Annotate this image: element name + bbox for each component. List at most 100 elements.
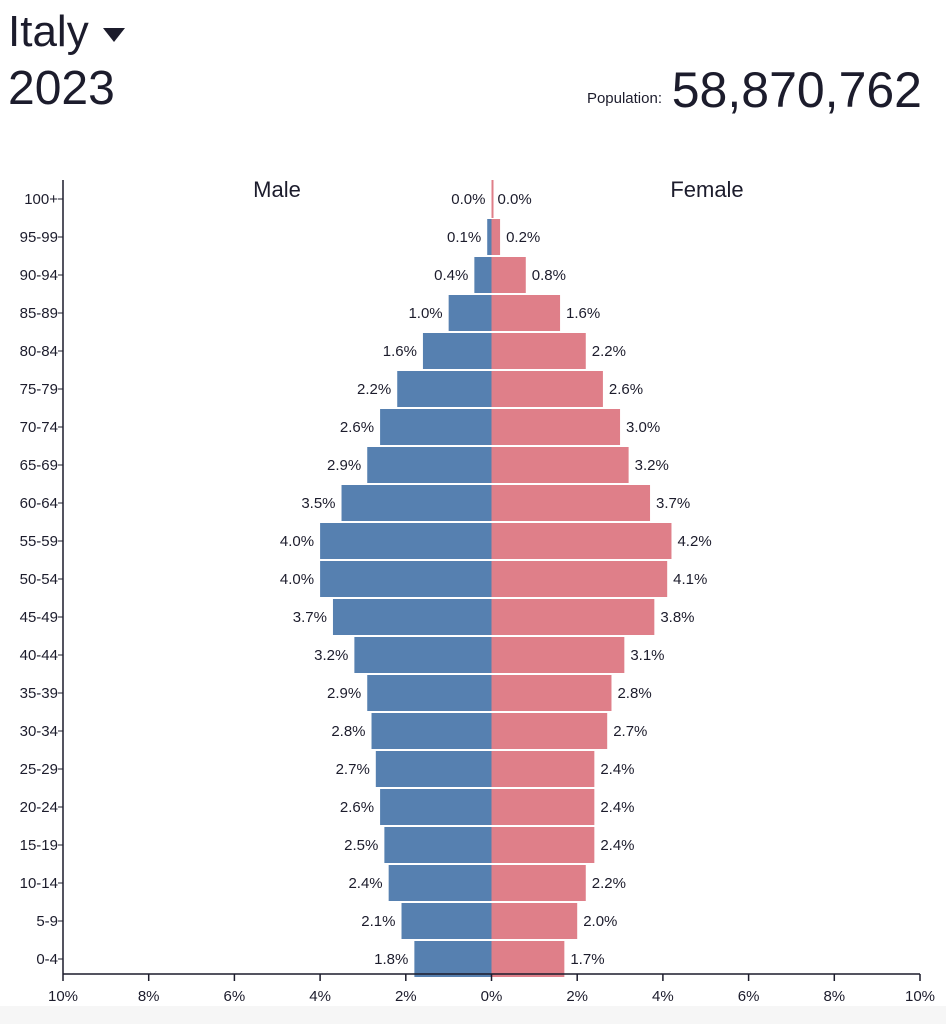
- x-tick-label: 6%: [738, 988, 760, 1005]
- category-label: 40-44: [20, 647, 58, 664]
- data-label-female: 3.7%: [656, 495, 690, 512]
- data-label-female: 3.1%: [630, 647, 664, 664]
- data-label-male: 2.2%: [357, 381, 391, 398]
- bar-male: [401, 903, 492, 939]
- category-label: 20-24: [20, 799, 58, 816]
- bar-male: [414, 941, 492, 977]
- bar-male: [384, 827, 492, 863]
- country-name[interactable]: Italy: [8, 7, 89, 56]
- category-label: 75-79: [20, 381, 58, 398]
- data-label-male: 2.6%: [340, 419, 374, 436]
- data-label-female: 0.2%: [506, 229, 540, 246]
- bar-female: [491, 713, 608, 749]
- data-label-male: 2.8%: [331, 723, 365, 740]
- bar-female: [491, 219, 501, 255]
- bar-female: [491, 789, 595, 825]
- bar-male: [397, 371, 492, 407]
- bar-male: [375, 751, 492, 787]
- x-tick-label: 4%: [652, 988, 674, 1005]
- data-label-female: 2.4%: [600, 799, 634, 816]
- bar-male: [371, 713, 492, 749]
- data-label-female: 2.4%: [600, 837, 634, 854]
- category-label: 50-54: [20, 571, 58, 588]
- data-label-male: 1.6%: [383, 343, 417, 360]
- bar-male: [341, 485, 492, 521]
- bar-male: [367, 675, 492, 711]
- category-label: 60-64: [20, 495, 58, 512]
- population-label: Population:: [586, 90, 662, 107]
- category-label: 80-84: [20, 343, 58, 360]
- category-label: 0-4: [36, 951, 58, 968]
- data-label-male: 2.1%: [361, 913, 395, 930]
- bar-male: [448, 295, 492, 331]
- bar-female: [491, 561, 668, 597]
- data-label-male: 2.7%: [336, 761, 370, 778]
- data-label-male: 2.4%: [348, 875, 382, 892]
- category-label: 35-39: [20, 685, 58, 702]
- data-label-female: 2.2%: [592, 343, 626, 360]
- data-label-female: 2.4%: [600, 761, 634, 778]
- bar-female: [491, 827, 595, 863]
- footer-strip: [0, 1006, 946, 1024]
- x-tick-label: 10%: [48, 988, 78, 1005]
- caret-down-icon[interactable]: [102, 28, 125, 42]
- bar-male: [380, 409, 492, 445]
- category-label: 30-34: [20, 723, 58, 740]
- category-label: 70-74: [20, 419, 58, 436]
- bar-female: [491, 675, 612, 711]
- category-label: 10-14: [20, 875, 58, 892]
- x-tick-label: 6%: [224, 988, 246, 1005]
- data-label-male: 2.6%: [340, 799, 374, 816]
- bar-female: [491, 751, 595, 787]
- data-label-female: 1.7%: [570, 951, 604, 968]
- data-label-female: 0.0%: [498, 191, 532, 208]
- data-label-male: 4.0%: [280, 571, 314, 588]
- population-pyramid-chart: Male Female 0.0% 0.0% 100+ 0.1% 0.2% 95-99 0.4% 0…: [20, 177, 935, 1005]
- x-tick-label: 8%: [138, 988, 160, 1005]
- data-label-male: 2.9%: [327, 457, 361, 474]
- category-label: 25-29: [20, 761, 58, 778]
- data-label-male: 0.4%: [434, 267, 468, 284]
- data-label-male: 2.5%: [344, 837, 378, 854]
- data-label-female: 2.6%: [609, 381, 643, 398]
- bar-female: [491, 257, 526, 293]
- data-label-female: 2.8%: [617, 685, 651, 702]
- data-label-female: 1.6%: [566, 305, 600, 322]
- population-value: 58,870,762: [671, 62, 922, 118]
- bar-male: [367, 447, 492, 483]
- bar-female: [491, 409, 621, 445]
- data-label-male: 4.0%: [280, 533, 314, 550]
- x-tick-label: 4%: [309, 988, 331, 1005]
- category-label: 90-94: [20, 267, 58, 284]
- bar-female: [491, 447, 629, 483]
- x-tick-label: 2%: [395, 988, 417, 1005]
- data-label-male: 3.2%: [314, 647, 348, 664]
- bar-female: [491, 295, 561, 331]
- data-label-male: 3.7%: [293, 609, 327, 626]
- bar-male: [388, 865, 492, 901]
- country-dropdown[interactable]: Italy: [8, 4, 125, 60]
- header: Italy 2023 Population: 58,870,762: [0, 0, 946, 130]
- bar-male: [487, 219, 492, 255]
- bar-male: [320, 523, 492, 559]
- bar-male: [380, 789, 492, 825]
- bar-female: [491, 903, 578, 939]
- data-label-female: 4.1%: [673, 571, 707, 588]
- bar-female: [491, 599, 655, 635]
- category-label: 15-19: [20, 837, 58, 854]
- data-label-female: 3.8%: [660, 609, 694, 626]
- data-label-male: 3.5%: [301, 495, 335, 512]
- data-label-female: 2.0%: [583, 913, 617, 930]
- bar-female: [491, 865, 586, 901]
- category-label: 5-9: [36, 913, 58, 930]
- x-tick-label: 2%: [566, 988, 588, 1005]
- x-tick-label: 10%: [905, 988, 935, 1005]
- category-label: 45-49: [20, 609, 58, 626]
- data-label-male: 2.9%: [327, 685, 361, 702]
- category-label: 65-69: [20, 457, 58, 474]
- data-label-female: 3.0%: [626, 419, 660, 436]
- category-label: 95-99: [20, 229, 58, 246]
- bar-female: [491, 637, 625, 673]
- category-label: 85-89: [20, 305, 58, 322]
- x-tick-label: 8%: [823, 988, 845, 1005]
